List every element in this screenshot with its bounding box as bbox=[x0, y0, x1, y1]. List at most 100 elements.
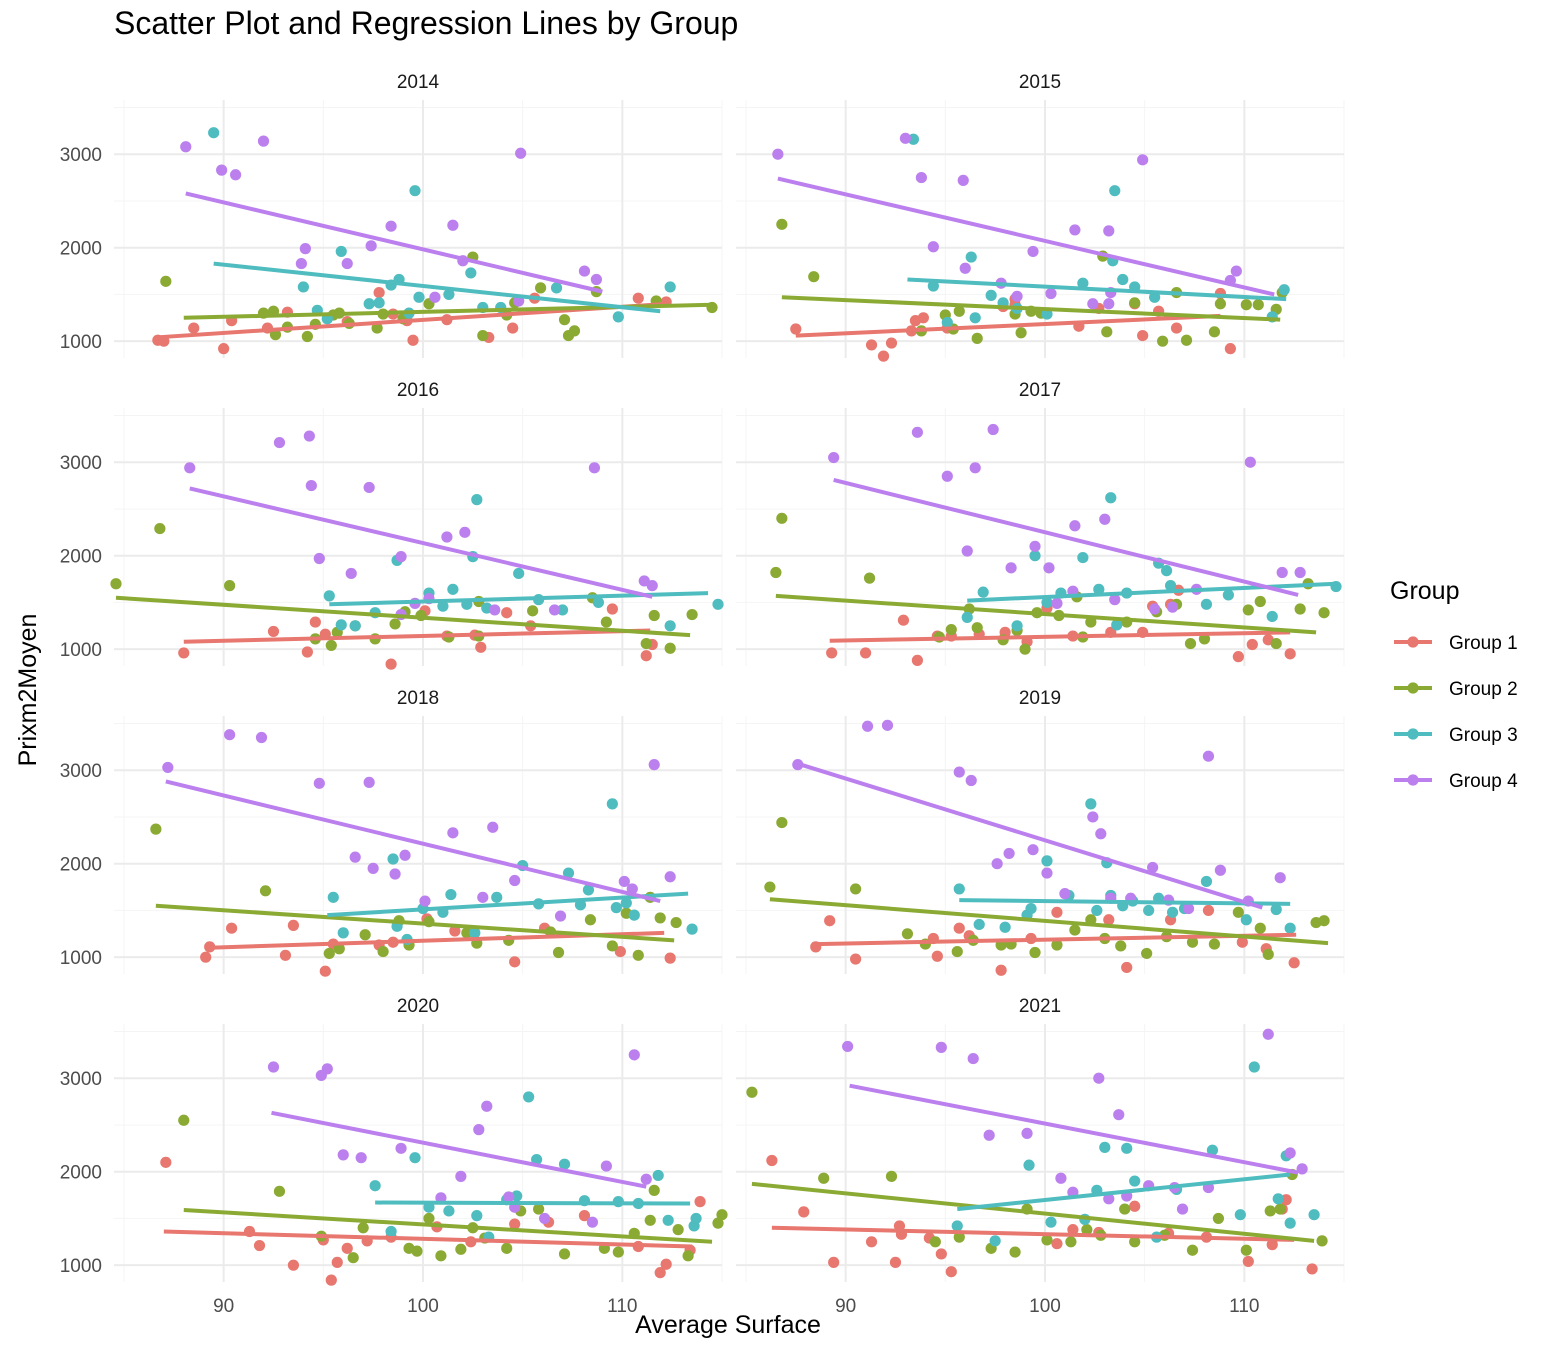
data-point bbox=[509, 956, 521, 968]
regression-line-group-2 bbox=[115, 595, 691, 638]
data-point bbox=[1222, 589, 1234, 601]
data-point bbox=[712, 598, 724, 610]
data-point bbox=[770, 566, 782, 579]
data-point bbox=[1103, 298, 1115, 310]
data-point bbox=[341, 1242, 353, 1254]
data-point bbox=[877, 350, 890, 362]
data-point bbox=[824, 915, 836, 927]
data-point bbox=[1240, 914, 1252, 926]
data-point bbox=[297, 281, 309, 293]
data-point bbox=[612, 311, 624, 323]
data-point bbox=[407, 334, 419, 346]
data-point bbox=[662, 1214, 674, 1226]
data-point bbox=[941, 316, 953, 329]
data-point bbox=[1029, 550, 1041, 562]
data-point bbox=[323, 947, 335, 960]
y-tick-label: 3000 bbox=[60, 145, 102, 166]
data-point bbox=[670, 916, 682, 929]
data-point bbox=[335, 619, 347, 631]
data-point bbox=[664, 952, 676, 964]
data-point bbox=[1284, 648, 1296, 660]
data-point bbox=[764, 881, 776, 893]
data-point bbox=[481, 1100, 493, 1112]
data-point bbox=[640, 1173, 652, 1185]
data-point bbox=[1111, 619, 1123, 631]
data-point bbox=[160, 1156, 172, 1168]
data-point bbox=[584, 914, 597, 926]
data-point bbox=[1294, 603, 1306, 615]
data-point bbox=[600, 1160, 612, 1172]
data-point bbox=[863, 572, 876, 584]
data-point bbox=[321, 1063, 333, 1075]
y-tick-label: 1000 bbox=[60, 948, 102, 969]
data-point bbox=[935, 1248, 947, 1260]
data-point bbox=[509, 1218, 521, 1230]
data-point bbox=[110, 578, 122, 590]
data-point bbox=[1206, 1144, 1219, 1156]
data-point bbox=[1294, 566, 1306, 579]
data-point bbox=[1186, 1244, 1199, 1256]
data-point bbox=[973, 918, 985, 931]
data-point bbox=[664, 642, 676, 654]
data-point bbox=[389, 868, 401, 880]
data-point bbox=[969, 312, 981, 324]
x-tick-label: 110 bbox=[607, 1296, 637, 1317]
data-point bbox=[989, 1235, 1001, 1247]
data-point bbox=[927, 241, 939, 253]
data-point bbox=[1202, 750, 1215, 762]
data-point bbox=[509, 874, 521, 887]
data-point bbox=[899, 132, 912, 144]
data-point bbox=[1141, 947, 1153, 960]
data-point bbox=[309, 616, 321, 628]
data-point bbox=[487, 821, 499, 833]
x-tick-label: 110 bbox=[1229, 1296, 1259, 1317]
data-point bbox=[1270, 637, 1282, 650]
data-point bbox=[881, 719, 894, 731]
data-point bbox=[1296, 1163, 1308, 1175]
data-point bbox=[859, 647, 872, 659]
regression-line-group-1 bbox=[771, 1225, 1295, 1242]
data-point bbox=[515, 147, 527, 159]
series-group-4 bbox=[162, 729, 676, 922]
facet-label-2014: 2014 bbox=[397, 72, 440, 93]
data-point bbox=[447, 219, 459, 231]
data-point bbox=[523, 1091, 535, 1103]
data-point bbox=[471, 494, 483, 506]
data-point bbox=[325, 1274, 337, 1286]
facet-panel-2016: 2016 1000 2000 3000 bbox=[60, 380, 724, 670]
data-point bbox=[180, 141, 192, 153]
data-point bbox=[1069, 924, 1081, 936]
data-point bbox=[1129, 297, 1141, 309]
data-point bbox=[1051, 939, 1063, 951]
data-point bbox=[1262, 1028, 1274, 1040]
data-point bbox=[349, 851, 361, 863]
data-point bbox=[610, 902, 622, 914]
series-group-4 bbox=[828, 423, 1306, 615]
series-group-2 bbox=[746, 1086, 1328, 1258]
data-point bbox=[632, 949, 644, 961]
data-point bbox=[1029, 946, 1041, 959]
data-point bbox=[301, 330, 313, 343]
regression-line-group-2 bbox=[781, 295, 1281, 322]
data-point bbox=[953, 766, 965, 778]
data-point bbox=[331, 1256, 343, 1268]
facet-label-2020: 2020 bbox=[397, 996, 439, 1017]
data-point bbox=[648, 759, 660, 771]
data-point bbox=[253, 1239, 266, 1252]
data-point bbox=[911, 654, 924, 666]
chart-title: Scatter Plot and Regression Lines by Gro… bbox=[114, 5, 738, 41]
data-point bbox=[507, 322, 519, 334]
data-point bbox=[628, 909, 640, 921]
data-point bbox=[606, 798, 618, 810]
data-point bbox=[766, 1154, 778, 1167]
data-point bbox=[644, 1214, 656, 1226]
data-point bbox=[790, 323, 802, 335]
data-point bbox=[612, 1246, 624, 1258]
data-point bbox=[991, 858, 1003, 870]
series-group-3 bbox=[327, 798, 698, 946]
data-point bbox=[1274, 872, 1286, 884]
data-point bbox=[1160, 565, 1173, 577]
data-point bbox=[1103, 225, 1115, 237]
data-point bbox=[592, 596, 605, 609]
facet-panels: 2014 1000 2000 3000 2015 2016 1000 2000 3000 2017… bbox=[60, 72, 1345, 1317]
